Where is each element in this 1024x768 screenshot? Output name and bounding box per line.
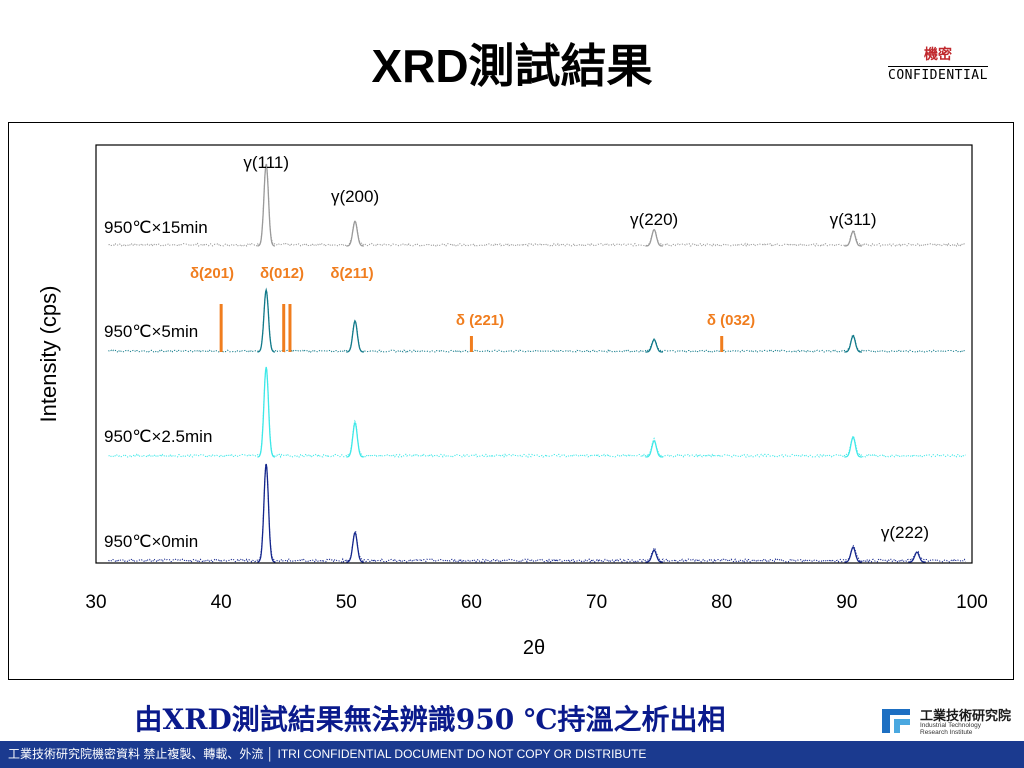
plot-area [95,144,973,564]
series-peak [645,439,663,458]
logo-subtitle-1: Industrial Technology [920,722,981,729]
gamma-peak-label: γ(220) [630,210,678,229]
series-peak [645,338,663,353]
series-peak [257,287,276,353]
x-tick-label: 50 [336,592,357,613]
itri-logo-icon [878,703,914,739]
itri-logo: 工業技術研究院 Industrial Technology Research I… [878,703,1018,739]
series-label: 950℃×15min [104,218,208,237]
series-trace [108,163,966,248]
series-peak [844,436,862,458]
series-label: 950℃×0min [104,532,198,551]
x-axis-label: 2θ [523,637,545,659]
series-peak [257,463,275,563]
series-peak [908,551,926,563]
series-peak [257,366,276,458]
x-tick-label: 70 [586,592,607,613]
x-tick-label: 30 [85,592,106,613]
slide-caption: 由XRD測試結果無法辨識950 ℃持溫之析出相 [134,703,726,736]
series-line [108,290,966,353]
page-title: XRD測試結果 [371,40,653,92]
series-trace [108,463,966,564]
x-tick-label: 100 [956,592,988,613]
series-line [108,463,966,564]
series-peak [844,230,862,247]
gamma-peak-label: γ(200) [331,187,379,206]
gamma-peak-label: γ(222) [881,523,929,542]
series-peak [645,228,663,247]
delta-phase-label: δ (221) [456,312,504,329]
x-tick-label: 40 [211,592,232,613]
delta-phase-label: δ(201) [190,265,234,282]
x-tick-label: 80 [711,592,732,613]
y-axis-label: Intensity (cps) [36,286,61,423]
chart-frame [8,122,1014,680]
gamma-peak-label: γ(311) [830,210,877,229]
delta-phase-label: δ(012) [260,265,304,282]
series-trace [108,366,966,459]
series-label: 950℃×5min [104,322,198,341]
series-trace [108,287,966,353]
series-peak [844,334,862,353]
series-peak [257,163,276,247]
delta-phase-label: δ(211) [330,265,373,282]
gamma-peak-label: γ(111) [243,153,289,172]
series-line [108,163,966,248]
confidential-mark: 機密 CONFIDENTIAL [888,44,988,83]
x-tick-label: 60 [461,592,482,613]
confidential-english: CONFIDENTIAL [888,68,988,83]
confidential-chinese: 機密 [888,44,988,67]
footer-banner: 工業技術研究院機密資料 禁止複製、轉載、外流 │ ITRI CONFIDENTI… [0,741,1024,768]
logo-name: 工業技術研究院 [920,709,1012,724]
logo-subtitle: Industrial Technology Research Institute [920,722,1010,736]
series-line [108,366,966,459]
series-peak [844,546,862,563]
series-peak [346,531,364,563]
series-peak [346,220,364,247]
series-peak [346,319,364,353]
x-tick-label: 90 [836,592,857,613]
logo-subtitle-2: Research Institute [920,729,973,736]
series-peak [645,549,663,563]
series-peak [346,421,364,458]
delta-phase-label: δ (032) [707,312,755,329]
series-label: 950℃×2.5min [104,427,212,446]
